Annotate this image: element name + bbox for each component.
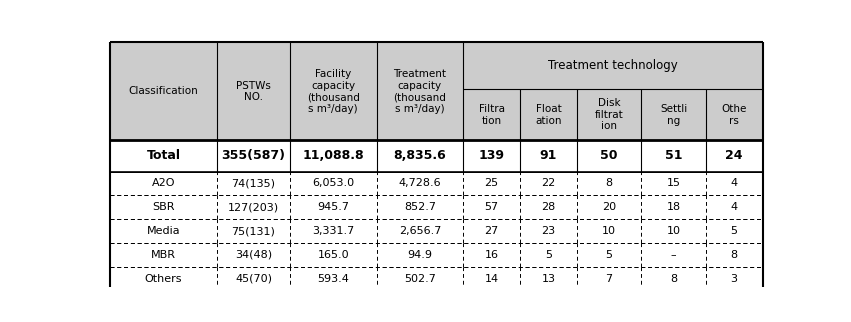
Text: 16: 16: [484, 250, 499, 260]
Bar: [110, 195, 762, 219]
Text: Facility
capacity
(thousand
s m³/day): Facility capacity (thousand s m³/day): [306, 69, 360, 114]
Text: 51: 51: [665, 149, 683, 162]
Text: Media: Media: [146, 226, 180, 236]
Text: 28: 28: [541, 202, 556, 212]
Text: Float
ation: Float ation: [535, 104, 562, 126]
Text: MBR: MBR: [151, 250, 176, 260]
Bar: [110, 43, 762, 140]
Text: Total: Total: [146, 149, 180, 162]
Text: –: –: [671, 250, 677, 260]
Bar: [110, 219, 762, 243]
Text: 34(48): 34(48): [235, 250, 272, 260]
Text: 6,053.0: 6,053.0: [312, 178, 354, 188]
Text: 852.7: 852.7: [404, 202, 436, 212]
Text: 10: 10: [602, 226, 616, 236]
Text: Treatment technology: Treatment technology: [548, 59, 677, 72]
Text: Others: Others: [145, 274, 182, 284]
Text: 127(203): 127(203): [228, 202, 279, 212]
Text: 5: 5: [731, 226, 738, 236]
Text: 14: 14: [484, 274, 499, 284]
Text: 20: 20: [602, 202, 616, 212]
Text: 45(70): 45(70): [235, 274, 272, 284]
Text: 50: 50: [600, 149, 618, 162]
Text: 5: 5: [545, 250, 552, 260]
Text: 165.0: 165.0: [317, 250, 349, 260]
Text: 3: 3: [731, 274, 738, 284]
Text: 5: 5: [606, 250, 613, 260]
Text: 15: 15: [666, 178, 681, 188]
Text: 8,835.6: 8,835.6: [393, 149, 446, 162]
Text: Classification: Classification: [129, 86, 198, 96]
Bar: [110, 267, 762, 290]
Text: 27: 27: [484, 226, 499, 236]
Text: Treatment
capacity
(thousand
s m³/day): Treatment capacity (thousand s m³/day): [393, 69, 446, 114]
Text: 74(135): 74(135): [231, 178, 276, 188]
Text: 945.7: 945.7: [317, 202, 349, 212]
Text: 8: 8: [670, 274, 677, 284]
Bar: [110, 172, 762, 195]
Bar: [110, 140, 762, 172]
Text: 22: 22: [541, 178, 556, 188]
Text: 355(587): 355(587): [221, 149, 285, 162]
Bar: [110, 243, 762, 267]
Text: 91: 91: [540, 149, 557, 162]
Text: 4: 4: [731, 178, 738, 188]
Text: 2,656.7: 2,656.7: [398, 226, 441, 236]
Text: 57: 57: [484, 202, 499, 212]
Text: PSTWs
NO.: PSTWs NO.: [236, 80, 271, 102]
Text: 25: 25: [484, 178, 499, 188]
Text: 502.7: 502.7: [404, 274, 436, 284]
Text: Othe
rs: Othe rs: [722, 104, 747, 126]
Text: 24: 24: [725, 149, 743, 162]
Text: Disk
filtrat
ion: Disk filtrat ion: [595, 98, 624, 131]
Text: 8: 8: [606, 178, 613, 188]
Text: 10: 10: [666, 226, 681, 236]
Text: 4,728.6: 4,728.6: [398, 178, 441, 188]
Text: 94.9: 94.9: [408, 250, 432, 260]
Text: A2O: A2O: [151, 178, 175, 188]
Text: 23: 23: [541, 226, 556, 236]
Text: SBR: SBR: [152, 202, 174, 212]
Text: 75(131): 75(131): [231, 226, 276, 236]
Text: 593.4: 593.4: [317, 274, 349, 284]
Text: Filtra
tion: Filtra tion: [478, 104, 505, 126]
Text: Settli
ng: Settli ng: [660, 104, 687, 126]
Text: 13: 13: [541, 274, 556, 284]
Text: 139: 139: [478, 149, 505, 162]
Text: 7: 7: [606, 274, 613, 284]
Text: 18: 18: [666, 202, 681, 212]
Text: 8: 8: [731, 250, 738, 260]
Text: 3,331.7: 3,331.7: [312, 226, 354, 236]
Text: 4: 4: [731, 202, 738, 212]
Text: 11,088.8: 11,088.8: [302, 149, 364, 162]
